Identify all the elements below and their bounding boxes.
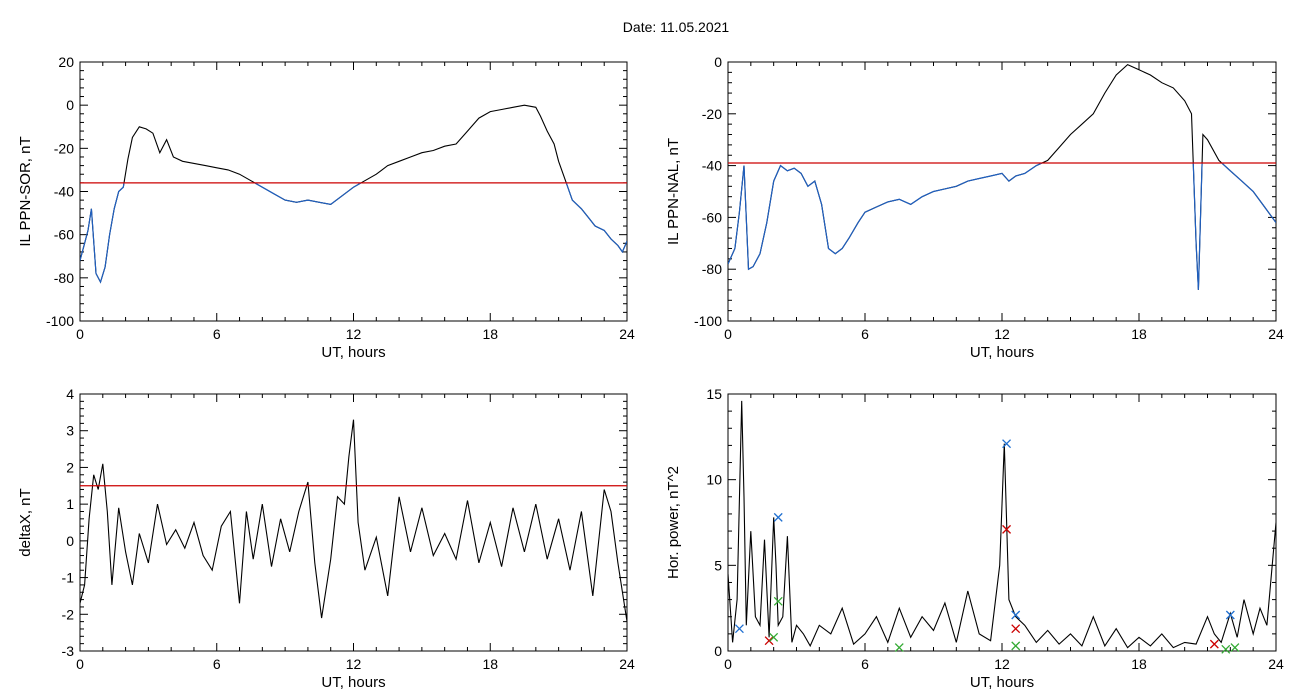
series-line-below-threshold bbox=[80, 182, 627, 284]
green-x-marker bbox=[894, 643, 904, 653]
blue-x-marker bbox=[734, 624, 744, 634]
blue-x-marker bbox=[773, 512, 783, 522]
y-tick-label: 0 bbox=[66, 533, 74, 549]
y-tick-label: 1 bbox=[66, 496, 74, 512]
x-tick-label: 0 bbox=[76, 656, 84, 672]
x-axis-label: UT, hours bbox=[970, 674, 1034, 691]
x-tick-label: 12 bbox=[346, 656, 362, 672]
y-tick-label: 4 bbox=[66, 386, 74, 402]
y-tick-label: 10 bbox=[706, 472, 722, 488]
y-tick-label: 5 bbox=[714, 557, 722, 573]
x-tick-label: 12 bbox=[346, 326, 362, 342]
blue-x-marker bbox=[1225, 610, 1235, 620]
green-x-marker bbox=[1221, 644, 1231, 654]
y-tick-label: 2 bbox=[66, 459, 74, 475]
red-x-marker bbox=[1209, 639, 1219, 649]
x-tick-label: 0 bbox=[724, 326, 732, 342]
x-tick-label: 24 bbox=[619, 656, 635, 672]
x-tick-label: 24 bbox=[1268, 656, 1284, 672]
y-tick-label: 0 bbox=[66, 97, 74, 113]
y-tick-label: 3 bbox=[66, 423, 74, 439]
page-title: Date: 11.05.2021 bbox=[622, 19, 730, 35]
x-tick-label: 18 bbox=[482, 326, 498, 342]
x-tick-label: 24 bbox=[619, 326, 635, 342]
y-axis-label: IL PPN-SOR, nT bbox=[17, 136, 34, 246]
y-tick-label: -1 bbox=[62, 570, 75, 586]
x-tick-label: 6 bbox=[213, 656, 221, 672]
nal-chart: 0 6 12 18 24 -100 -80 -60 -40 -20 0 UT, hours IL PPN… bbox=[665, 54, 1284, 361]
green-x-marker bbox=[773, 596, 783, 606]
green-x-marker bbox=[769, 632, 779, 642]
y-tick-label: -100 bbox=[694, 313, 722, 329]
x-tick-label: 12 bbox=[994, 326, 1010, 342]
plot-frame bbox=[727, 393, 1277, 652]
y-tick-label: -3 bbox=[62, 643, 75, 659]
y-axis-label: IL PPN-NAL, nT bbox=[665, 138, 682, 245]
y-tick-label: -100 bbox=[46, 313, 74, 329]
y-tick-label: 0 bbox=[714, 54, 722, 70]
x-tick-label: 6 bbox=[861, 326, 869, 342]
x-tick-label: 18 bbox=[482, 656, 498, 672]
x-tick-label: 18 bbox=[1131, 326, 1147, 342]
power-chart: 0 6 12 18 24 0 5 10 15 UT, hours Hor. power, nT^2 bbox=[665, 386, 1284, 691]
y-tick-label: -60 bbox=[702, 209, 722, 225]
red-x-marker bbox=[764, 636, 774, 646]
y-tick-label: -20 bbox=[702, 106, 722, 122]
series-line-below-threshold bbox=[728, 163, 1276, 290]
green-x-marker bbox=[1011, 641, 1021, 651]
y-tick-label: -40 bbox=[54, 184, 74, 200]
plot-frame bbox=[79, 61, 628, 322]
x-tick-label: 6 bbox=[861, 656, 869, 672]
y-tick-label: -80 bbox=[54, 270, 74, 286]
x-tick-label: 12 bbox=[994, 656, 1010, 672]
blue-x-marker bbox=[1011, 610, 1021, 620]
sor-chart: 0 6 12 18 24 -100 -80 -60 -40 -20 0 20 UT, hours IL P… bbox=[17, 54, 635, 361]
y-tick-label: -2 bbox=[62, 606, 75, 622]
x-tick-label: 18 bbox=[1131, 656, 1147, 672]
series-line bbox=[80, 419, 627, 622]
y-tick-label: -20 bbox=[54, 140, 74, 156]
x-axis-label: UT, hours bbox=[321, 674, 385, 691]
red-x-marker bbox=[1002, 524, 1012, 534]
y-tick-label: -60 bbox=[54, 227, 74, 243]
y-tick-label: -40 bbox=[702, 158, 722, 174]
blue-x-marker bbox=[1002, 439, 1012, 449]
y-tick-label: 15 bbox=[706, 386, 722, 402]
red-x-marker bbox=[1011, 624, 1021, 634]
x-tick-label: 0 bbox=[724, 656, 732, 672]
y-tick-label: 20 bbox=[58, 54, 74, 70]
x-axis-label: UT, hours bbox=[970, 344, 1034, 361]
x-tick-label: 0 bbox=[76, 326, 84, 342]
series-line bbox=[728, 400, 1276, 649]
x-tick-label: 6 bbox=[213, 326, 221, 342]
green-x-marker bbox=[1230, 643, 1240, 653]
y-tick-label: 0 bbox=[714, 643, 722, 659]
x-axis-label: UT, hours bbox=[321, 344, 385, 361]
series-line bbox=[80, 104, 627, 284]
y-axis-label: deltaX, nT bbox=[17, 488, 34, 556]
y-tick-label: -80 bbox=[702, 261, 722, 277]
x-tick-label: 24 bbox=[1268, 326, 1284, 342]
y-axis-label: Hor. power, nT^2 bbox=[665, 466, 682, 579]
